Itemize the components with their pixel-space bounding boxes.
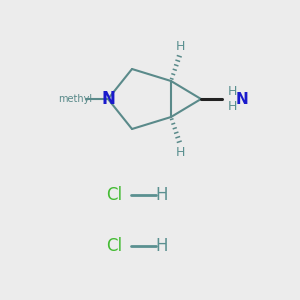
Text: H: H xyxy=(228,85,237,98)
Text: N: N xyxy=(101,90,115,108)
Text: H: H xyxy=(175,40,185,52)
Text: methyl: methyl xyxy=(58,94,92,104)
Text: Cl: Cl xyxy=(106,237,122,255)
Text: H: H xyxy=(175,146,185,158)
Text: H: H xyxy=(156,186,168,204)
Text: Cl: Cl xyxy=(106,186,122,204)
Text: H: H xyxy=(156,237,168,255)
Text: H: H xyxy=(228,100,237,113)
Text: N: N xyxy=(236,92,248,106)
